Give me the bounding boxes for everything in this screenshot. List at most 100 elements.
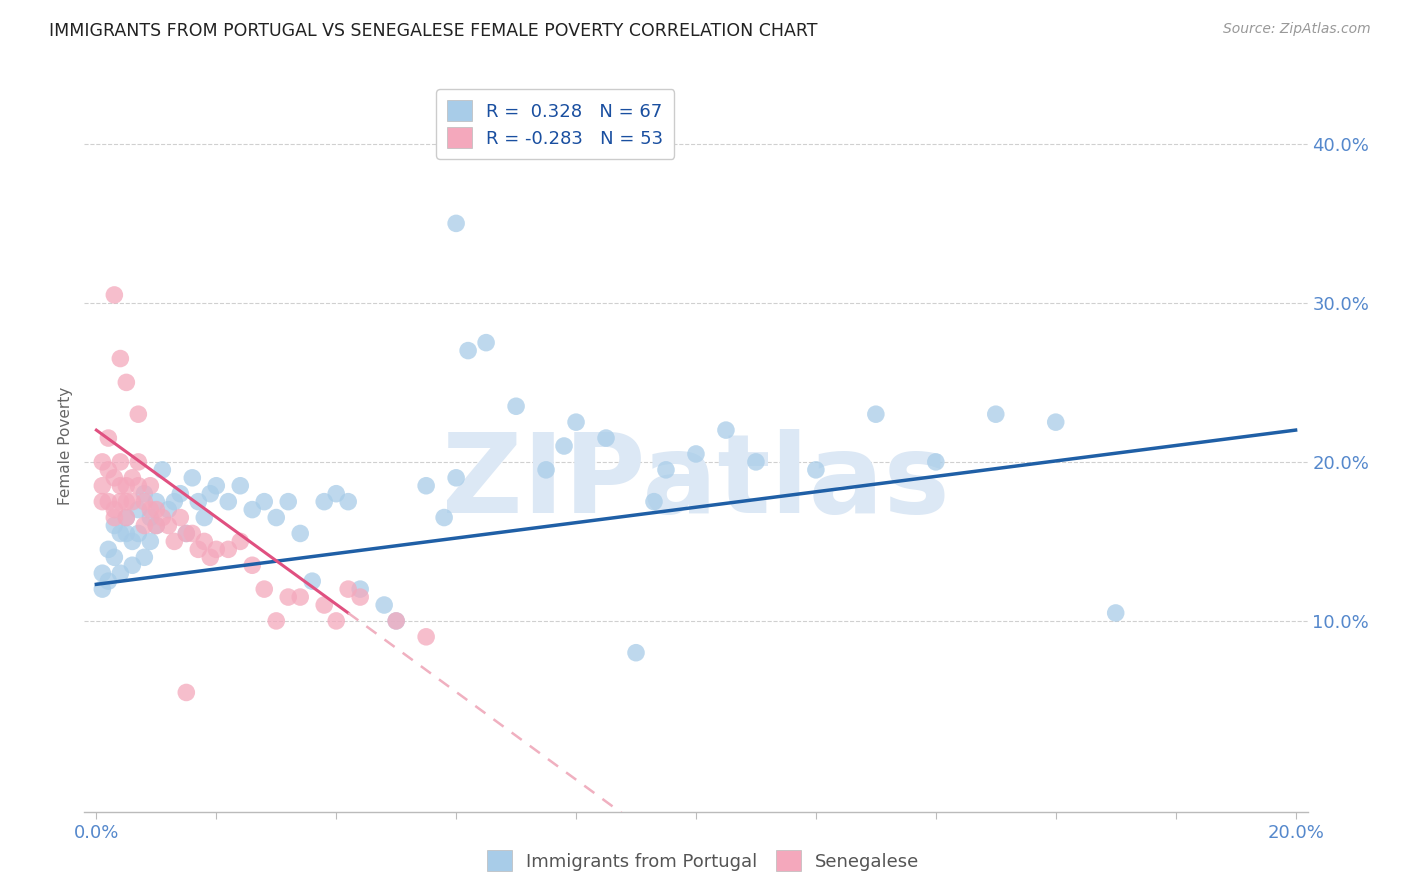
Point <box>174 685 197 699</box>
Point <box>534 463 557 477</box>
Point <box>475 335 498 350</box>
Point <box>685 447 707 461</box>
Point <box>139 534 162 549</box>
Point <box>415 630 437 644</box>
Point <box>163 494 186 508</box>
Point <box>229 479 252 493</box>
Point <box>127 455 149 469</box>
Point <box>804 463 827 477</box>
Point <box>217 494 239 508</box>
Point <box>97 542 120 557</box>
Point <box>264 614 287 628</box>
Point <box>1045 415 1067 429</box>
Point <box>121 494 143 508</box>
Point <box>655 463 678 477</box>
Point <box>134 518 156 533</box>
Point <box>314 598 336 612</box>
Point <box>277 590 299 604</box>
Point <box>174 526 197 541</box>
Point <box>217 542 239 557</box>
Point <box>103 510 125 524</box>
Point <box>415 479 437 493</box>
Point <box>444 216 467 230</box>
Point <box>91 582 114 596</box>
Text: IMMIGRANTS FROM PORTUGAL VS SENEGALESE FEMALE POVERTY CORRELATION CHART: IMMIGRANTS FROM PORTUGAL VS SENEGALESE F… <box>49 22 818 40</box>
Point <box>205 542 228 557</box>
Point <box>139 510 162 524</box>
Point <box>193 510 215 524</box>
Point <box>145 502 167 516</box>
Point <box>139 479 162 493</box>
Point <box>121 558 143 573</box>
Point <box>240 502 263 516</box>
Point <box>110 455 132 469</box>
Point <box>157 518 180 533</box>
Point <box>187 494 209 508</box>
Point <box>174 526 197 541</box>
Point <box>205 479 228 493</box>
Point <box>385 614 408 628</box>
Point <box>200 550 222 565</box>
Point <box>385 614 408 628</box>
Point <box>103 550 125 565</box>
Point <box>127 407 149 421</box>
Point <box>1105 606 1128 620</box>
Point <box>157 502 180 516</box>
Text: ZIPatlas: ZIPatlas <box>441 429 950 536</box>
Point <box>91 479 114 493</box>
Point <box>110 494 132 508</box>
Point <box>433 510 456 524</box>
Point <box>150 510 173 524</box>
Point <box>349 582 371 596</box>
Point <box>373 598 395 612</box>
Point <box>505 399 527 413</box>
Point <box>103 471 125 485</box>
Point <box>91 566 114 581</box>
Point <box>200 486 222 500</box>
Point <box>181 526 204 541</box>
Point <box>745 455 768 469</box>
Point <box>264 510 287 524</box>
Point <box>229 534 252 549</box>
Point <box>134 494 156 508</box>
Point <box>714 423 737 437</box>
Point <box>127 479 149 493</box>
Point <box>314 494 336 508</box>
Point <box>115 494 138 508</box>
Point <box>115 376 138 390</box>
Point <box>553 439 575 453</box>
Point <box>349 590 371 604</box>
Point <box>169 486 191 500</box>
Point <box>110 351 132 366</box>
Point <box>865 407 887 421</box>
Point <box>595 431 617 445</box>
Point <box>91 455 114 469</box>
Y-axis label: Female Poverty: Female Poverty <box>58 387 73 505</box>
Point <box>337 582 360 596</box>
Point <box>565 415 588 429</box>
Point <box>325 486 347 500</box>
Point <box>127 502 149 516</box>
Point <box>643 494 665 508</box>
Point <box>145 494 167 508</box>
Point <box>457 343 479 358</box>
Point <box>127 526 149 541</box>
Point <box>325 614 347 628</box>
Point <box>134 486 156 500</box>
Point <box>169 510 191 524</box>
Point <box>277 494 299 508</box>
Point <box>115 526 138 541</box>
Point <box>925 455 948 469</box>
Point <box>97 431 120 445</box>
Point <box>145 518 167 533</box>
Point <box>97 574 120 589</box>
Point <box>115 510 138 524</box>
Point <box>187 542 209 557</box>
Point <box>97 494 120 508</box>
Point <box>444 471 467 485</box>
Legend: R =  0.328   N = 67, R = -0.283   N = 53: R = 0.328 N = 67, R = -0.283 N = 53 <box>436 89 675 159</box>
Point <box>115 479 138 493</box>
Legend: Immigrants from Portugal, Senegalese: Immigrants from Portugal, Senegalese <box>479 843 927 879</box>
Point <box>103 518 125 533</box>
Point <box>110 526 132 541</box>
